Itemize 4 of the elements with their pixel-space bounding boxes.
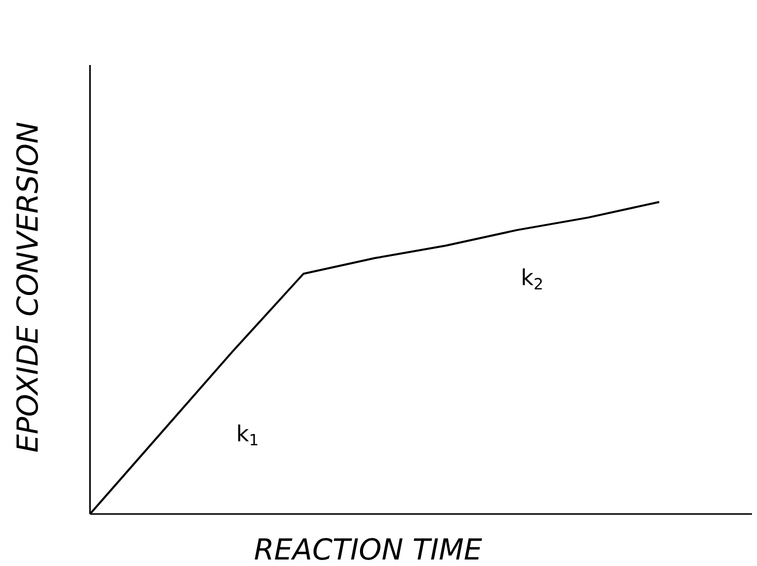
x-axis-title: REACTION TIME (254, 538, 482, 560)
annotation: k$_{2}$ (522, 268, 542, 290)
y-axis-title: EPOXIDE CONVERSION (16, 122, 38, 452)
annotation: k$_{1}$ (238, 424, 258, 446)
